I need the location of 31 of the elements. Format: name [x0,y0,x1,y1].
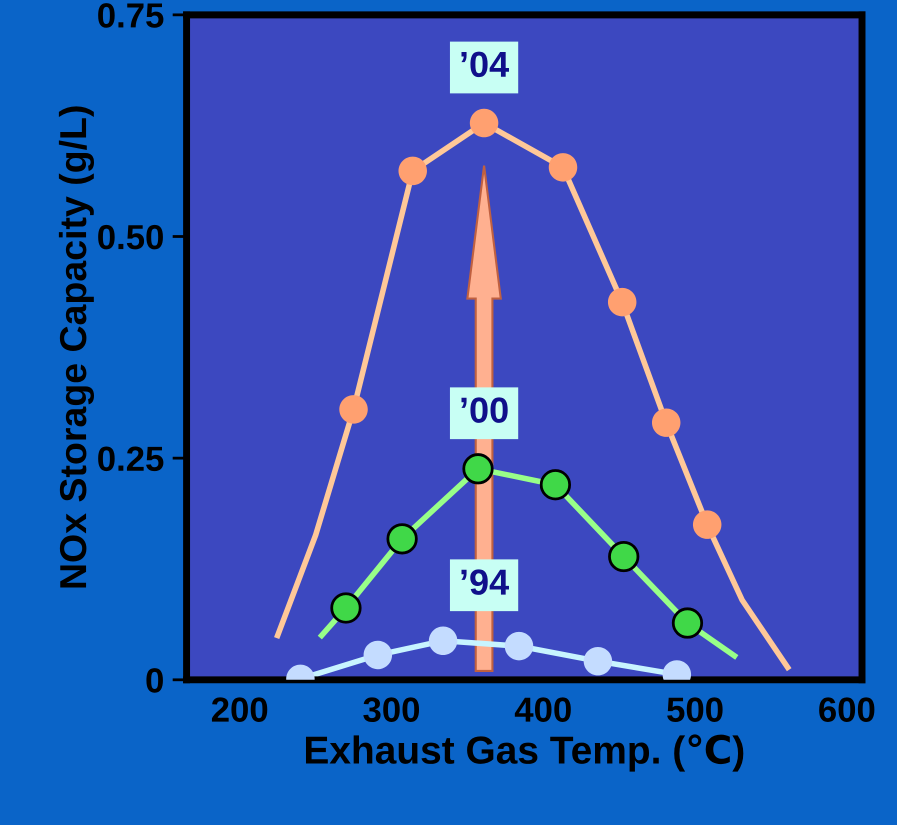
annotation: ’94 [461,569,509,595]
y-tick-label: 0 [146,668,163,693]
x-tick-label: 600 [819,697,874,722]
point [339,395,368,424]
x-tick-label: 400 [514,697,571,722]
point [364,640,392,670]
point [608,540,640,572]
point [540,469,572,500]
point [330,592,362,624]
y-tick-label: 0.25 [98,446,164,472]
point [428,626,458,656]
point [504,632,534,660]
point [470,108,498,138]
y-tick-label: 0.75 [98,3,164,28]
x-tick-label: 500 [667,697,723,722]
y-axis-title: NOx Storage Capacity (g/L) [58,106,94,588]
point [398,156,427,186]
annotation: ’04 [461,52,509,78]
point [692,510,722,539]
y-tick-label: 0.50 [98,224,163,250]
point [386,523,418,554]
x-tick-label: 300 [363,697,420,722]
point [548,153,578,182]
point [462,453,494,484]
point [672,607,704,639]
point [652,408,680,437]
point [584,646,612,676]
x-axis-title: Exhaust Gas Temp. (℃) [306,734,744,772]
annotation: ’00 [461,397,508,423]
x-tick-label: 200 [212,697,268,722]
point [608,288,636,316]
